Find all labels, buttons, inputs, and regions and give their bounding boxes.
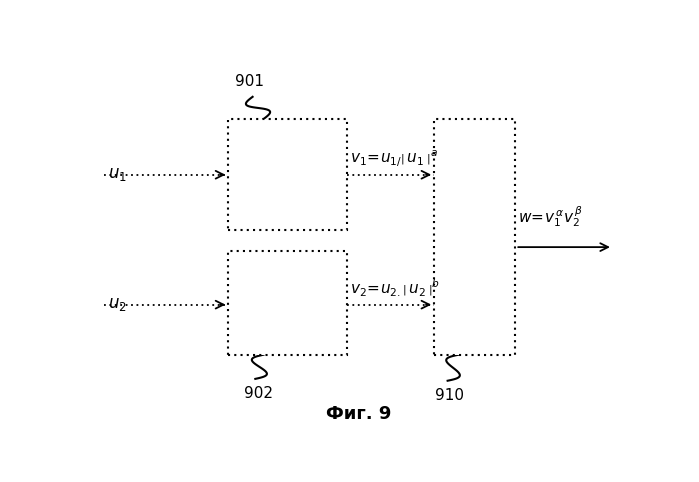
Text: 910: 910 <box>435 388 463 403</box>
Bar <box>228 119 347 230</box>
Text: $v_2\!=\!u_{2.}\left|\,u_2\,\right|^{b}$: $v_2\!=\!u_{2.}\left|\,u_2\,\right|^{b}$ <box>350 278 440 299</box>
Text: $u_1$: $u_1$ <box>108 166 127 183</box>
Text: 902: 902 <box>243 386 273 401</box>
Text: Фиг. 9: Фиг. 9 <box>326 405 391 423</box>
Text: 901: 901 <box>236 74 264 90</box>
Text: $w\!=\!v_1^{\,\alpha}v_2^{\,\beta}$: $w\!=\!v_1^{\,\alpha}v_2^{\,\beta}$ <box>518 204 583 228</box>
Bar <box>434 119 515 355</box>
Text: $u_2$: $u_2$ <box>108 296 127 313</box>
Text: $v_1\!=\!u_{1/}\left|\,u_1\,\right|^{a}$: $v_1\!=\!u_{1/}\left|\,u_1\,\right|^{a}$ <box>350 148 438 169</box>
Bar <box>228 251 347 355</box>
